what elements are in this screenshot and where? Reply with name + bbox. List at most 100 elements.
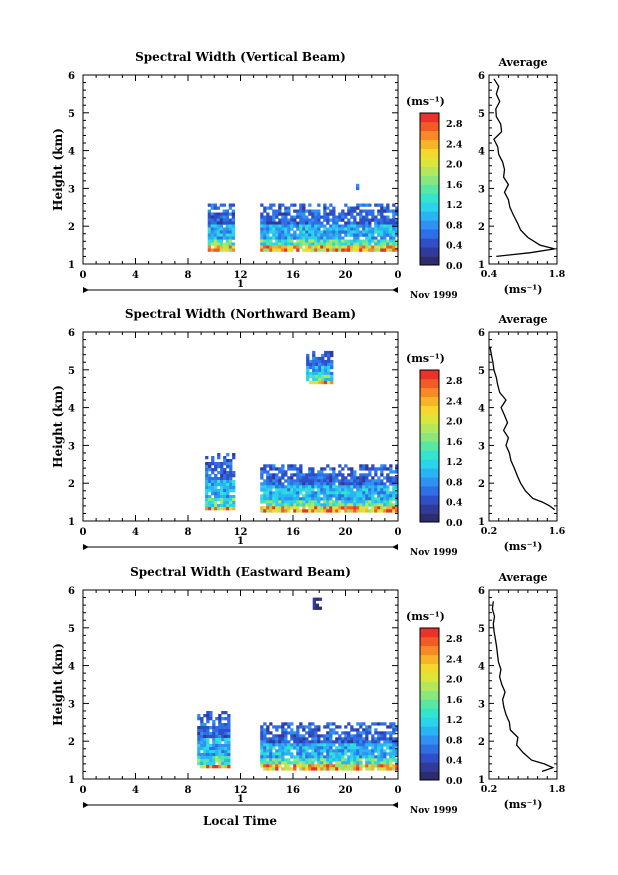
heatmap-cell xyxy=(290,491,294,495)
heatmap-cell xyxy=(359,722,363,726)
heatmap-cell xyxy=(374,218,378,222)
heatmap-cell xyxy=(356,212,360,216)
heatmap-cell xyxy=(200,717,204,721)
heatmap-cell xyxy=(365,473,369,477)
heatmap-cell xyxy=(290,503,294,507)
heatmap-cell xyxy=(281,509,285,513)
heatmap-cell xyxy=(350,479,354,483)
heatmap-cell xyxy=(338,500,342,504)
heatmap-cell xyxy=(389,221,393,225)
heatmap-cell xyxy=(287,230,291,234)
heatmap-cell xyxy=(226,477,230,481)
heatmap-cell xyxy=(323,236,327,240)
heatmap-cell xyxy=(263,248,267,252)
heatmap-cell xyxy=(222,218,226,222)
x-tick-label: 16 xyxy=(286,527,300,538)
heatmap-cell xyxy=(356,497,360,501)
colorbar-tick-label: 0.0 xyxy=(446,776,463,787)
heatmap-cell xyxy=(353,737,357,741)
heatmap-cell xyxy=(332,500,336,504)
heatmap-cell xyxy=(365,485,369,489)
heatmap-cell xyxy=(299,767,303,771)
heatmap-cell xyxy=(362,746,366,750)
heatmap-cell xyxy=(206,729,210,733)
heatmap-cell xyxy=(293,236,297,240)
heatmap-cell xyxy=(311,242,315,246)
heatmap-cell xyxy=(311,761,315,765)
heatmap-cell xyxy=(392,740,396,744)
heatmap-cell xyxy=(353,734,357,738)
heatmap-cell xyxy=(329,761,333,765)
heatmap-cell xyxy=(312,606,316,610)
heatmap-cell xyxy=(374,509,378,513)
heatmap-cell xyxy=(311,473,315,477)
heatmap-cell xyxy=(326,734,330,738)
heatmap-cell xyxy=(266,224,270,228)
heatmap-cell xyxy=(330,377,334,382)
heatmap-cell xyxy=(299,758,303,762)
heatmap-cell xyxy=(395,764,399,768)
heatmap-cell xyxy=(311,506,315,510)
heatmap-cell xyxy=(380,206,384,210)
heatmap-cell xyxy=(223,498,227,502)
heatmap-cell xyxy=(232,453,236,457)
heatmap-cell xyxy=(380,212,384,216)
heatmap-cell xyxy=(223,456,227,460)
heatmap-cell xyxy=(290,227,294,231)
heatmap-cell xyxy=(341,224,345,228)
date-bar-arrow-left xyxy=(83,544,89,550)
heatmap-cell xyxy=(269,203,273,207)
heatmap-cell xyxy=(227,759,231,763)
heatmap-cell xyxy=(232,507,236,511)
y-tick-label: 3 xyxy=(68,699,75,710)
heatmap-cell xyxy=(317,725,321,729)
heatmap-cell xyxy=(326,248,330,252)
heatmap-cell xyxy=(386,248,390,252)
heatmap-cell xyxy=(395,467,399,471)
heatmap-cell xyxy=(359,755,363,759)
heatmap-cell xyxy=(323,239,327,243)
x-tick-label: 12 xyxy=(234,527,248,538)
heatmap-cell xyxy=(228,224,232,228)
heatmap-cell xyxy=(386,746,390,750)
heatmap-cell xyxy=(341,236,345,240)
heatmap-cell xyxy=(290,245,294,249)
heatmap-cell xyxy=(227,747,231,751)
heatmap-cell xyxy=(356,482,360,486)
heatmap-cell xyxy=(389,209,393,213)
heatmap-cell xyxy=(284,239,288,243)
heatmap-cell xyxy=(335,506,339,510)
heatmap-cell xyxy=(231,236,235,240)
heatmap-cell xyxy=(284,245,288,249)
colorbar-swatch xyxy=(420,387,439,398)
heatmap-cell xyxy=(296,752,300,756)
heatmap-cell xyxy=(207,221,211,225)
heatmap-cell xyxy=(305,749,309,753)
heatmap-cell xyxy=(305,764,309,768)
day-label: 1 xyxy=(237,536,244,547)
heatmap-cell xyxy=(269,722,273,726)
heatmap-cell xyxy=(211,483,215,487)
heatmap-cell xyxy=(221,756,225,760)
heatmap-cell xyxy=(210,233,214,237)
heatmap-cell xyxy=(377,746,381,750)
heatmap-cell xyxy=(365,758,369,762)
colorbar-swatch xyxy=(420,202,439,212)
heatmap-cell xyxy=(347,764,351,768)
colorbar-swatch xyxy=(420,423,439,433)
heatmap-cell xyxy=(380,233,384,237)
heatmap-cell xyxy=(212,750,216,754)
heatmap-cell xyxy=(269,500,273,504)
heatmap-cell xyxy=(353,740,357,744)
heatmap-cell xyxy=(338,473,342,477)
heatmap-cell xyxy=(266,233,270,237)
heatmap-cell xyxy=(302,206,306,210)
heatmap-cell xyxy=(347,509,351,513)
heatmap-cell xyxy=(335,236,339,240)
heatmap-cell xyxy=(350,506,354,510)
heatmap-cell xyxy=(335,767,339,771)
heatmap-cell xyxy=(317,488,321,492)
heatmap-cell xyxy=(380,479,384,483)
heatmap-cell xyxy=(329,740,333,744)
heatmap-cell xyxy=(229,483,233,487)
